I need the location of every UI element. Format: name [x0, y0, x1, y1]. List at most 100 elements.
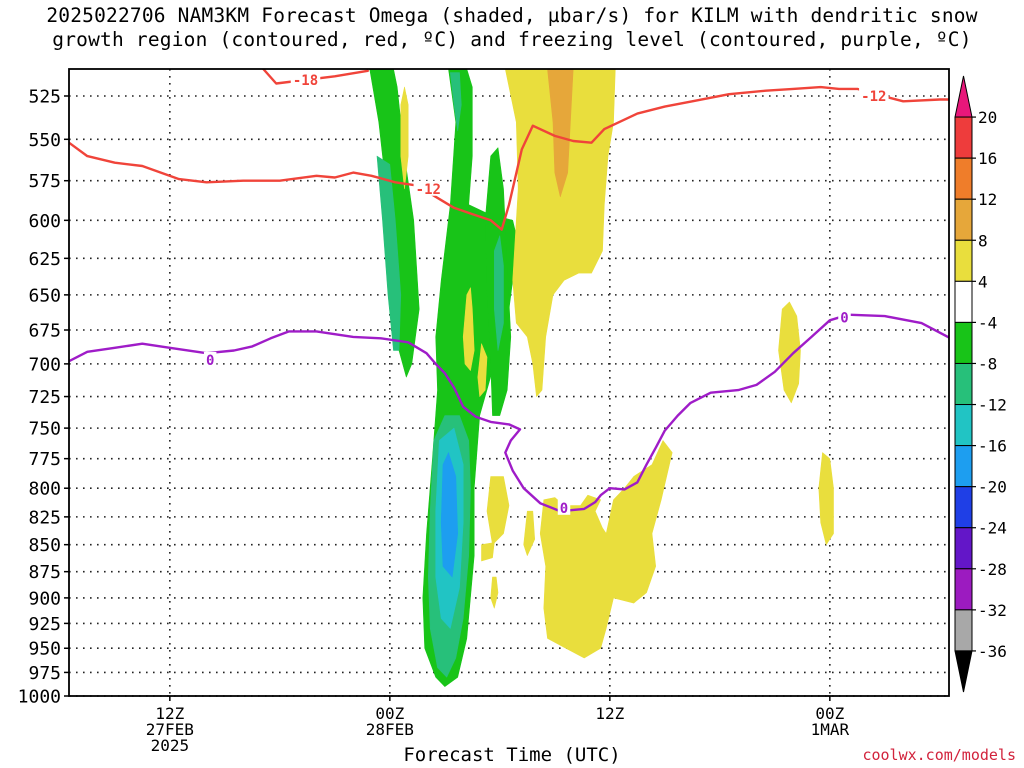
- y-axis: 525 550 575 600 625 650 675 700 725 750 775 800 825 8…: [18, 86, 69, 708]
- colorbar-bin: [954, 157, 973, 200]
- colorbar-label: -16: [978, 437, 1007, 456]
- plot-frame: [68, 68, 950, 697]
- x-tick-label: 12Z: [595, 704, 624, 723]
- omega-region: [486, 476, 510, 545]
- colorbar-label: 16: [978, 149, 997, 168]
- contour-label-bg: [203, 351, 217, 367]
- y-tick-label: 750: [28, 419, 61, 440]
- y-tick-label: 775: [28, 449, 61, 470]
- omega-region: [376, 155, 402, 351]
- colorbar-label: 4: [978, 272, 988, 291]
- colorbar-label: -20: [978, 478, 1007, 497]
- omega-region: [505, 69, 616, 397]
- x-axis: 12Z27FEB202500Z28FEB12Z00Z1MAR12Z: [146, 696, 850, 755]
- chart-title: 2025022706 NAM3KM Forecast Omega (shaded…: [0, 4, 1024, 52]
- x-tick-label: 00Z: [375, 704, 404, 723]
- title-line-1: 2025022706 NAM3KM Forecast Omega (shaded…: [46, 4, 978, 27]
- colorbar-tip-top: [954, 75, 973, 118]
- colorbar-label: -32: [978, 601, 1007, 620]
- omega-region: [490, 576, 499, 609]
- colorbar-label: -4: [978, 313, 997, 332]
- contour-label-bg: [838, 309, 851, 325]
- colorbar-label: 20: [978, 108, 997, 127]
- omega-shading: [369, 69, 834, 687]
- colorbar-bin: [954, 609, 973, 652]
- y-tick-label: 650: [28, 285, 61, 306]
- contour-line: [69, 313, 949, 513]
- y-tick-label: 600: [28, 211, 61, 232]
- x-tick-label: 1MAR: [811, 720, 850, 739]
- contour-line: [69, 85, 949, 231]
- y-tick-label: 900: [28, 588, 61, 609]
- colorbar-bin: [954, 321, 973, 364]
- y-tick-label: 925: [28, 614, 61, 635]
- colorbar-bin: [954, 404, 973, 447]
- omega-region: [778, 301, 801, 404]
- y-tick-label: 525: [28, 86, 61, 107]
- contour-label-bg: [859, 87, 889, 103]
- colorbar-label: -12: [978, 396, 1007, 415]
- watermark[interactable]: coolwx.com/models: [862, 746, 1016, 764]
- omega-region: [547, 69, 574, 198]
- contour-label-bg: [413, 180, 444, 196]
- colorbar-bin: [954, 568, 973, 611]
- x-tick-label: 28FEB: [366, 720, 414, 739]
- plot-border: [68, 68, 950, 697]
- colorbar-bin: [954, 527, 973, 570]
- y-tick-label: 1000: [18, 687, 61, 708]
- colorbar: 20 16 12 8 4 -4 -8 -12 -16 -20 -24 -28 -32 -36: [954, 75, 1007, 693]
- y-tick-label: 725: [28, 387, 61, 408]
- contour-label-bg: [290, 71, 321, 87]
- omega-region: [818, 452, 834, 545]
- colorbar-bin: [954, 239, 973, 282]
- colorbar-tip-bottom: [954, 650, 973, 693]
- omega-region: [440, 452, 458, 578]
- contour-label-bg: [557, 499, 571, 515]
- omega-region: [523, 510, 535, 556]
- omega-region: [450, 72, 462, 132]
- y-tick-label: 850: [28, 535, 61, 556]
- colorbar-bin: [954, 486, 973, 529]
- contour-label: -12: [416, 182, 441, 198]
- omega-region: [494, 235, 504, 351]
- colorbar-bin: [954, 198, 973, 241]
- terrain-layer: [69, 696, 1024, 708]
- y-tick-label: 625: [28, 249, 61, 270]
- y-tick-label: 550: [28, 130, 61, 151]
- omega-region: [462, 287, 475, 371]
- omega-region: [481, 542, 495, 562]
- y-tick-label: 825: [28, 507, 61, 528]
- x-tick-label: 12Z: [155, 704, 184, 723]
- colorbar-label: 8: [978, 231, 988, 250]
- contour-label: -18: [293, 73, 318, 89]
- y-tick-label: 975: [28, 663, 61, 684]
- plot-background: [69, 69, 949, 696]
- contour-label: 0: [206, 353, 214, 369]
- x-tick-label: 2025: [151, 736, 190, 755]
- y-tick-label: 575: [28, 171, 61, 192]
- colorbar-label: 12: [978, 190, 997, 209]
- contour-lines: -18 -12 -12 0 0 0: [69, 69, 949, 517]
- y-tick-label: 700: [28, 354, 61, 375]
- colorbar-bin: [954, 445, 973, 488]
- y-tick-label: 800: [28, 479, 61, 500]
- y-tick-label: 875: [28, 562, 61, 583]
- colorbar-label: -36: [978, 642, 1007, 661]
- title-line-2: growth region (contoured, red, ºC) and f…: [52, 28, 972, 51]
- grid: [69, 69, 949, 697]
- colorbar-label: -28: [978, 560, 1007, 579]
- omega-region: [477, 343, 488, 397]
- colorbar-bin: [954, 116, 973, 159]
- y-tick-label: 950: [28, 639, 61, 660]
- omega-region: [400, 86, 409, 190]
- y-tick-label: 675: [28, 321, 61, 342]
- x-tick-label: 27FEB: [146, 720, 194, 739]
- x-tick-label: 00Z: [815, 704, 844, 723]
- colorbar-label: -8: [978, 354, 997, 373]
- colorbar-bin: [954, 362, 973, 406]
- contour-label: 0: [840, 311, 848, 327]
- colorbar-bin: [954, 280, 973, 323]
- contour-label: -12: [861, 89, 886, 105]
- x-axis-title: Forecast Time (UTC): [403, 744, 621, 766]
